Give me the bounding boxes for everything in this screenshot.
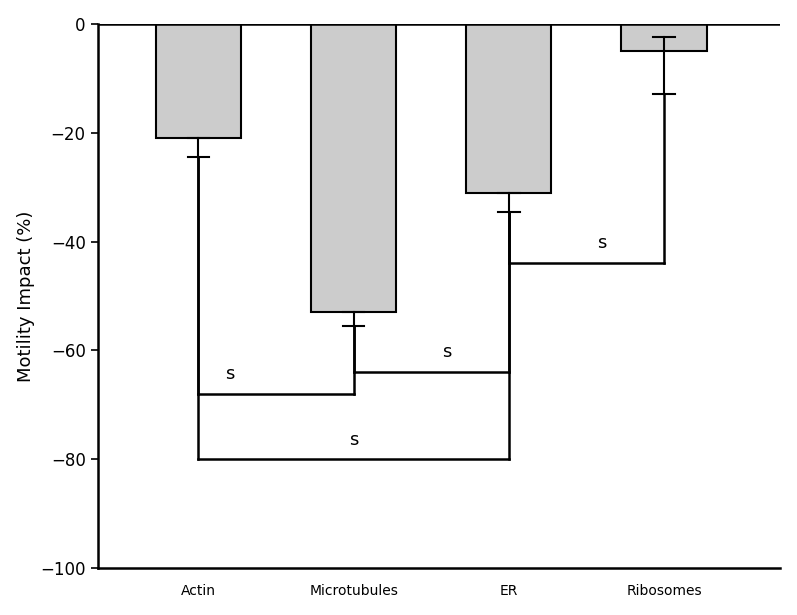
Text: s: s [349,430,359,448]
Bar [622,23,707,51]
Bar [466,23,552,192]
Text: s: s [597,234,607,252]
Bar [155,23,241,138]
Text: s: s [442,343,451,362]
Bar [311,23,396,312]
Y-axis label: Motility Impact (%): Motility Impact (%) [17,210,34,382]
Text: s: s [225,365,234,383]
